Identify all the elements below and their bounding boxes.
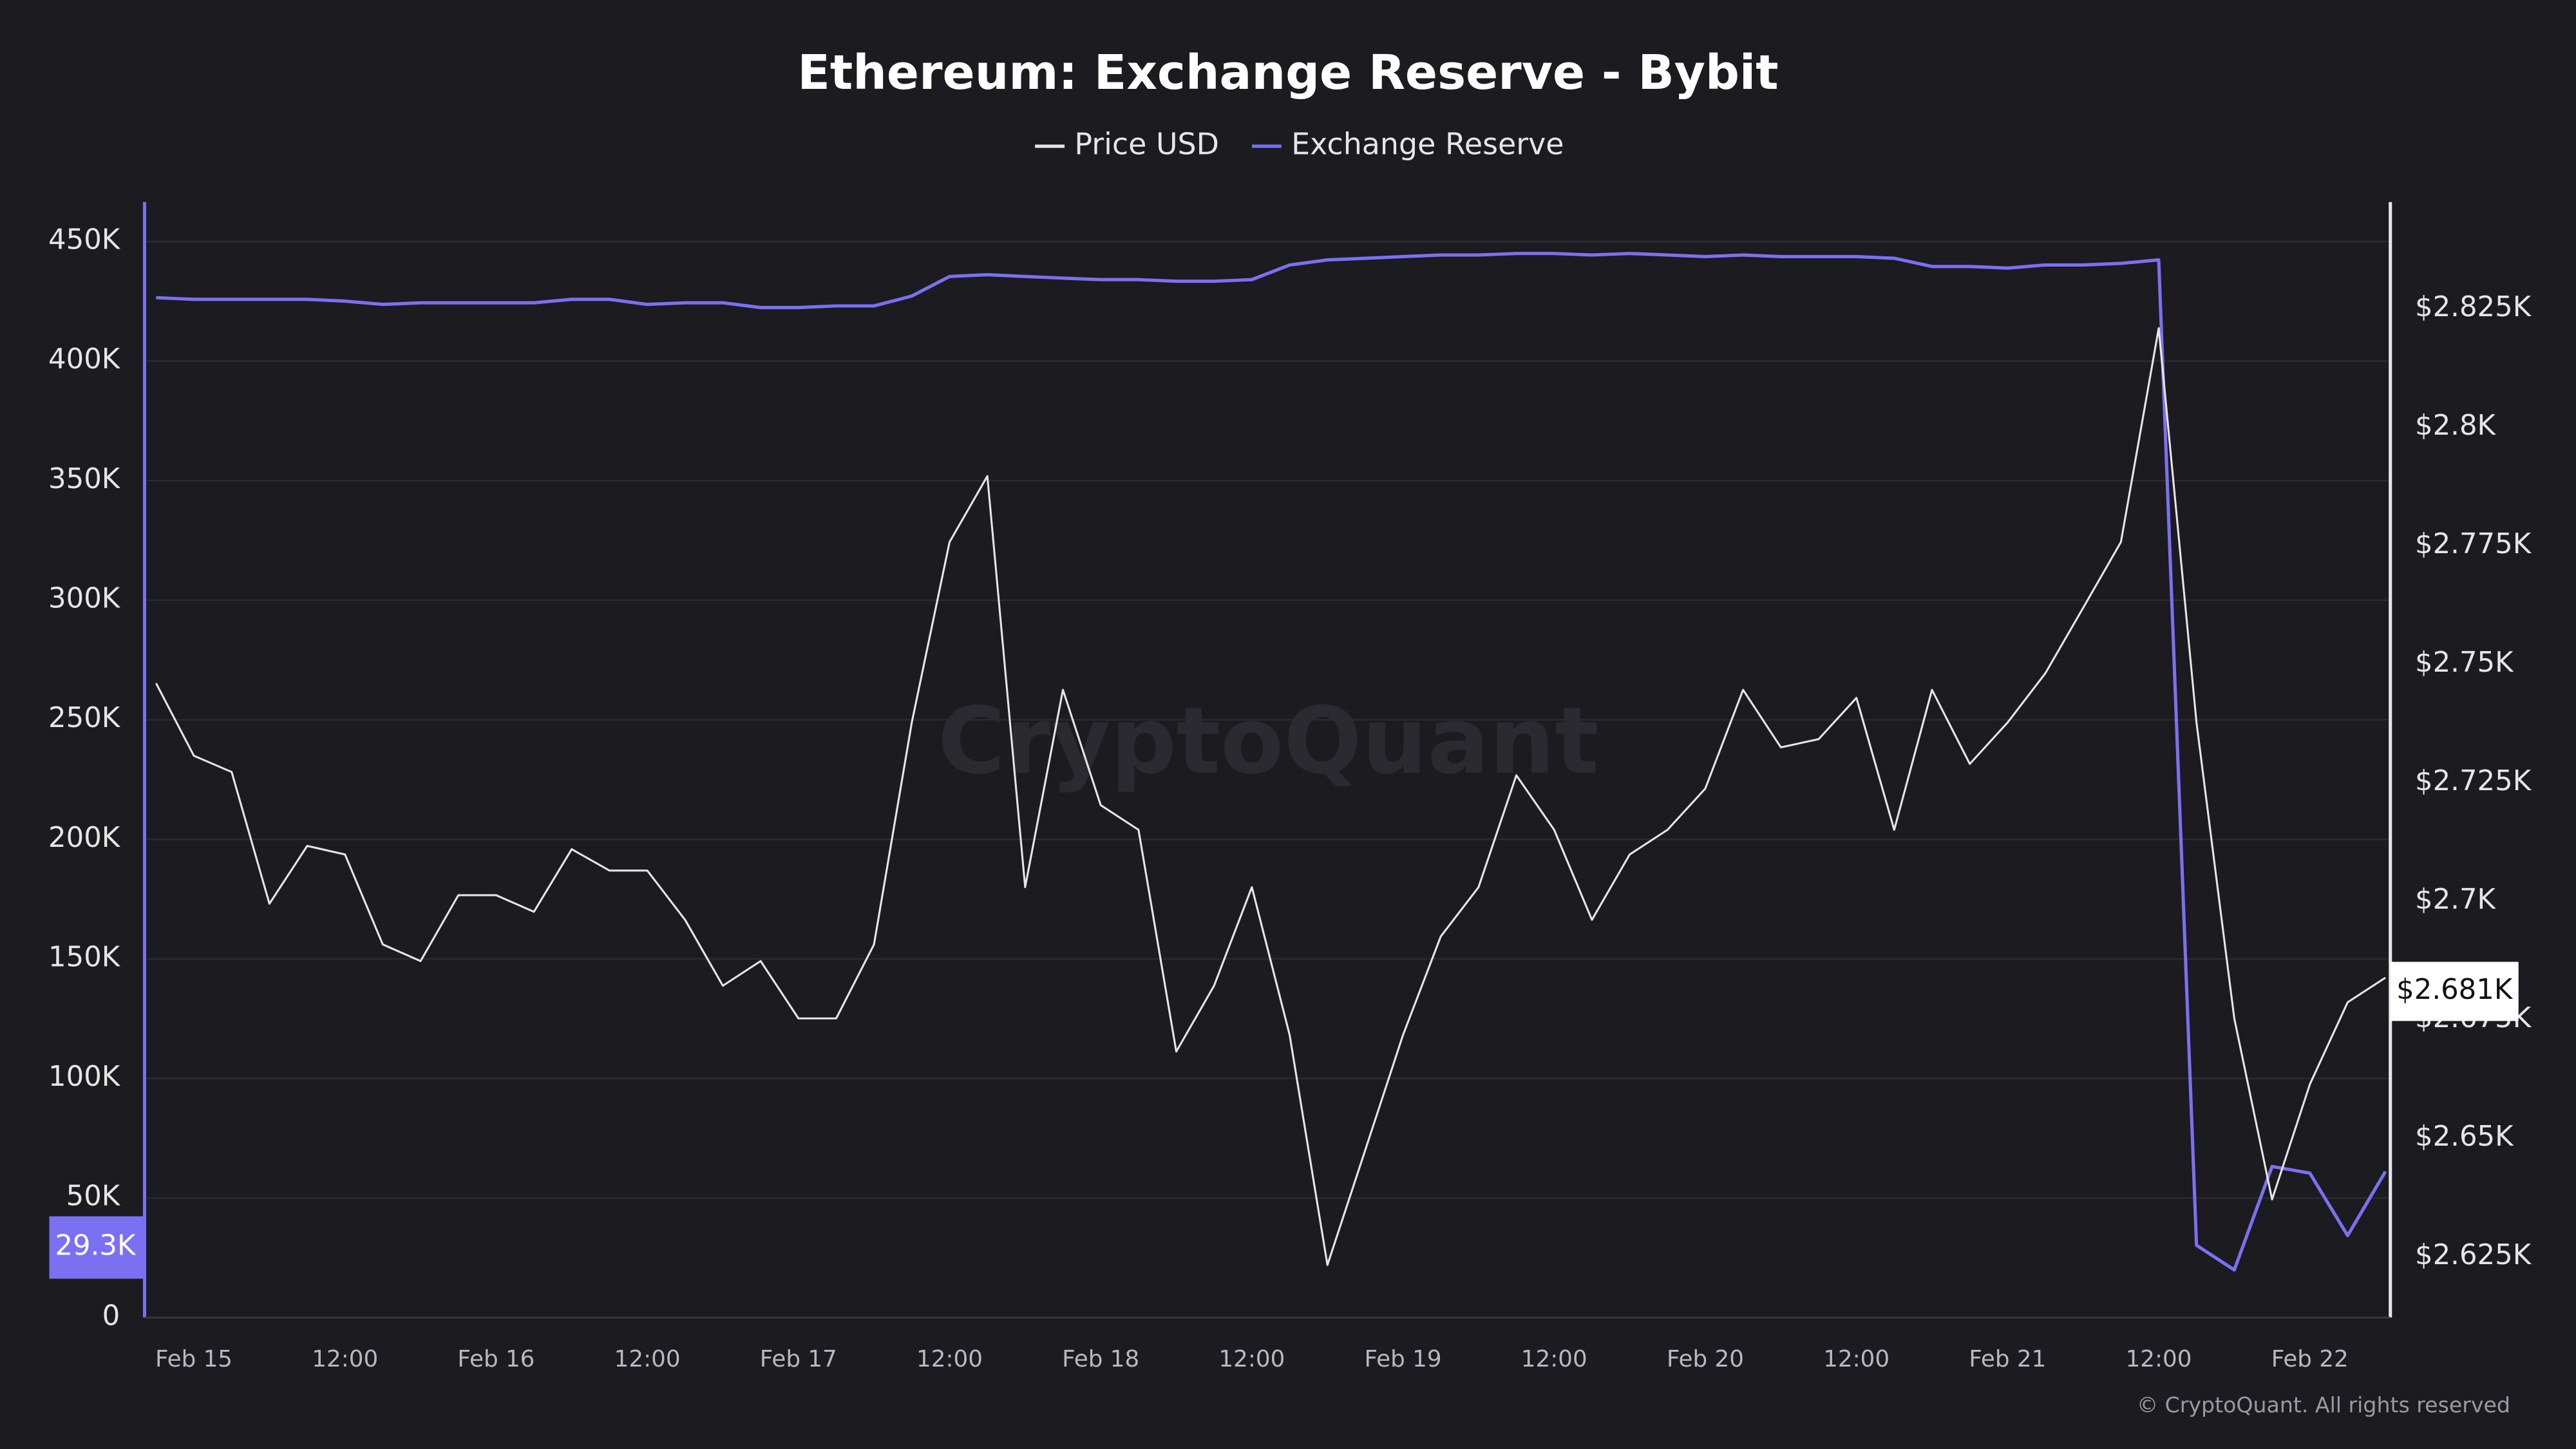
y-tick-label: 50K	[66, 1180, 121, 1213]
x-tick-label: Feb 21	[1969, 1346, 2046, 1372]
x-tick-label: Feb 18	[1062, 1346, 1139, 1372]
y2-tick-label: $2.8K	[2415, 410, 2497, 442]
legend-label: Price USD	[1074, 127, 1219, 162]
y-tick-label: 0	[102, 1300, 120, 1332]
y-tick-label: 300K	[48, 583, 121, 615]
x-tick-label: 12:00	[1218, 1346, 1285, 1372]
legend-label: Exchange Reserve	[1291, 127, 1564, 162]
x-tick-label: Feb 16	[457, 1346, 535, 1372]
x-tick-label: Feb 20	[1667, 1346, 1744, 1372]
x-tick-label: Feb 22	[2271, 1346, 2349, 1372]
y-tick-label: 150K	[48, 941, 121, 973]
watermark: CryptoQuant	[938, 687, 1599, 795]
current-value-badge	[2390, 961, 2519, 1021]
y2-tick-label: $2.65K	[2415, 1121, 2514, 1153]
current-value-badge	[49, 1216, 143, 1279]
current-value-label: 29.3K	[55, 1230, 137, 1262]
y2-tick-label: $2.7K	[2415, 884, 2497, 916]
series-line	[156, 252, 2387, 1272]
y2-tick-label: $2.825K	[2415, 291, 2532, 323]
current-value-label: $2.681K	[2396, 974, 2514, 1006]
y-tick-label: 450K	[48, 224, 121, 256]
y-tick-label: 350K	[48, 463, 121, 495]
x-tick-label: 12:00	[614, 1346, 681, 1372]
x-tick-label: 12:00	[1823, 1346, 1889, 1372]
y-tick-label: 250K	[48, 702, 121, 734]
x-tick-label: 12:00	[1521, 1346, 1587, 1372]
x-tick-label: 12:00	[2126, 1346, 2192, 1372]
y-tick-label: 200K	[48, 822, 121, 854]
x-tick-label: 12:00	[312, 1346, 378, 1372]
chart-title: Ethereum: Exchange Reserve - Bybit	[797, 45, 1778, 100]
y-tick-label: 100K	[48, 1061, 121, 1093]
x-tick-label: Feb 15	[155, 1346, 232, 1372]
y-tick-label: 400K	[48, 343, 121, 375]
series-line	[155, 327, 2386, 1266]
x-tick-label: Feb 17	[760, 1346, 837, 1372]
y2-tick-label: $2.725K	[2415, 765, 2532, 797]
y2-tick-label: $2.625K	[2415, 1239, 2532, 1271]
y2-tick-label: $2.75K	[2415, 647, 2514, 679]
y2-tick-label: $2.775K	[2415, 528, 2532, 560]
copyright: © CryptoQuant. All rights reserved	[2137, 1392, 2510, 1417]
x-tick-label: Feb 19	[1365, 1346, 1442, 1372]
x-tick-label: 12:00	[916, 1346, 983, 1372]
